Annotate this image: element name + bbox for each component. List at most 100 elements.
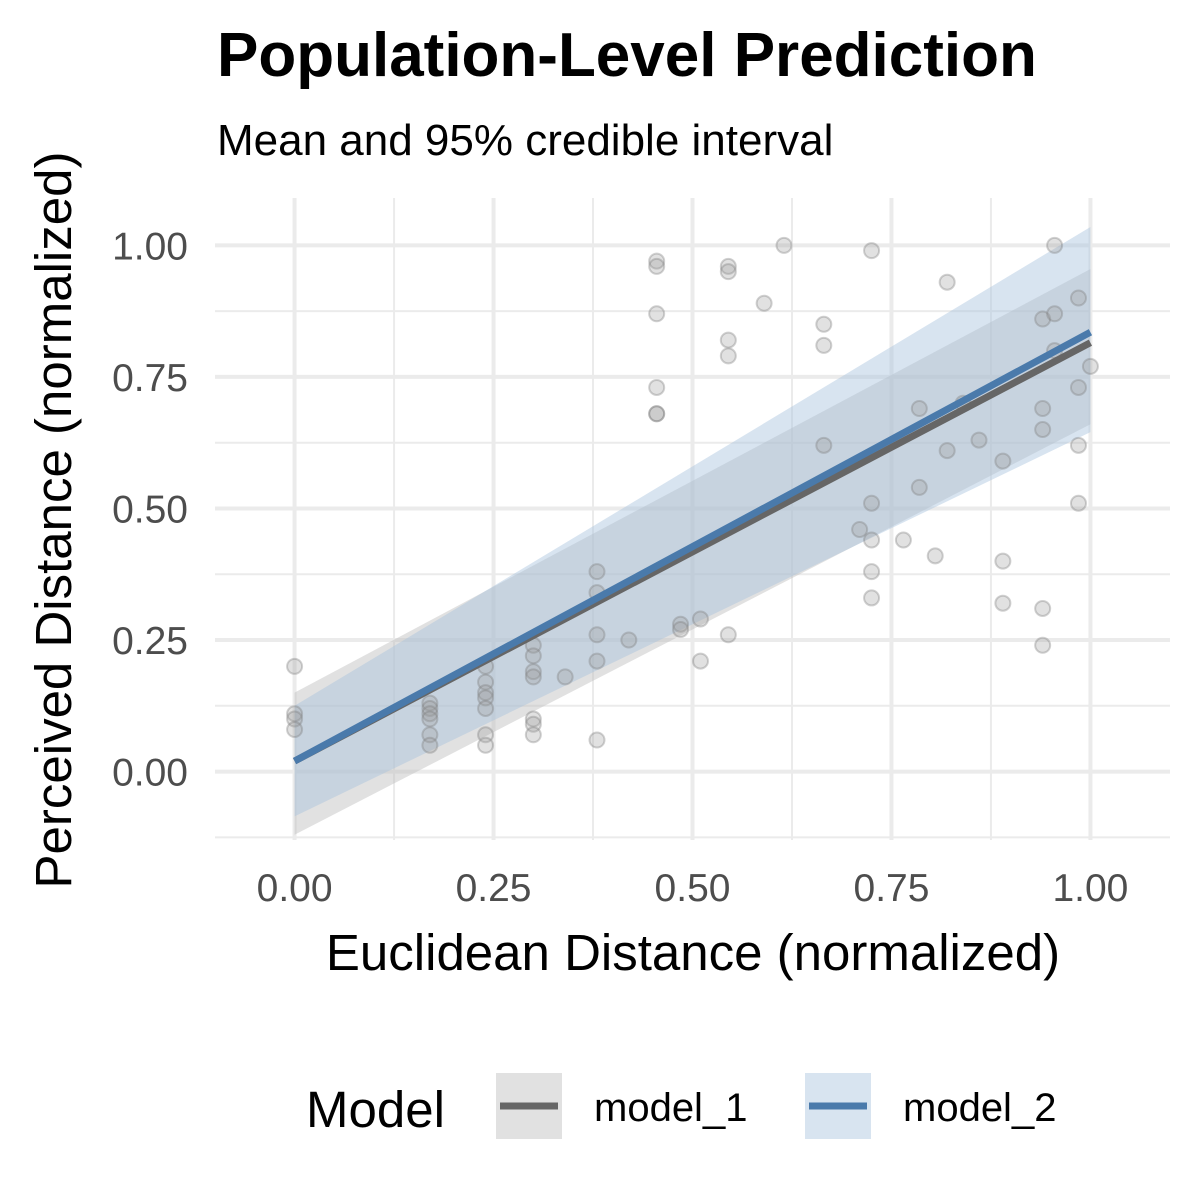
data-point — [672, 615, 690, 633]
data-point — [863, 531, 881, 549]
data-point — [477, 689, 495, 707]
data-point — [524, 715, 542, 733]
data-point — [1069, 436, 1087, 454]
data-point — [815, 436, 833, 454]
data-point — [648, 252, 666, 270]
data-point — [863, 242, 881, 260]
data-point — [286, 657, 304, 675]
data-point — [588, 731, 606, 749]
data-point — [648, 405, 666, 423]
data-point — [994, 594, 1012, 612]
data-point — [775, 236, 793, 254]
legend: Model model_1 model_2 — [306, 1073, 1056, 1139]
ribbon-model_2 — [294, 226, 1091, 817]
data-point — [1034, 599, 1052, 617]
data-point — [938, 273, 956, 291]
x-axis-label: Euclidean Distance (normalized) — [326, 924, 1060, 981]
data-point — [926, 547, 944, 565]
data-point — [755, 294, 773, 312]
data-point — [910, 399, 928, 417]
data-point — [691, 610, 709, 628]
data-point — [1034, 310, 1052, 328]
data-point — [1046, 236, 1064, 254]
mean-line-model_2 — [292, 329, 1093, 765]
x-tick-label: 0.50 — [655, 867, 731, 910]
data-point — [970, 431, 988, 449]
data-point — [1034, 399, 1052, 417]
legend-keys: model_1 model_2 — [496, 1073, 1056, 1139]
data-point — [648, 257, 666, 275]
data-point — [524, 663, 542, 681]
data-point — [421, 694, 439, 712]
data-point — [421, 710, 439, 728]
data-point — [894, 531, 912, 549]
data-point — [421, 705, 439, 723]
x-tick-label: 0.75 — [854, 867, 930, 910]
data-point — [938, 442, 956, 460]
data-point — [421, 699, 439, 717]
data-point — [1069, 289, 1087, 307]
data-point — [477, 699, 495, 717]
data-point — [477, 736, 495, 754]
y-tick-label: 0.75 — [112, 357, 188, 400]
data-point — [1034, 636, 1052, 654]
data-point — [719, 257, 737, 275]
data-point — [863, 494, 881, 512]
data-point — [588, 626, 606, 644]
data-point — [851, 521, 869, 539]
data-point — [477, 684, 495, 702]
y-tick-label: 0.25 — [112, 620, 188, 663]
legend-title: Model — [306, 1081, 445, 1138]
data-point — [815, 336, 833, 354]
data-point — [691, 652, 709, 670]
data-point — [286, 720, 304, 738]
data-point — [1081, 357, 1099, 375]
data-point — [1069, 494, 1087, 512]
data-point — [286, 710, 304, 728]
y-tick-label: 0.00 — [112, 752, 188, 795]
legend-label-model_1: model_1 — [594, 1086, 747, 1130]
data-point — [1046, 305, 1064, 323]
data-point — [556, 668, 574, 686]
x-tick-label: 0.00 — [257, 867, 333, 910]
data-point — [719, 331, 737, 349]
data-point — [1034, 421, 1052, 439]
data-point — [477, 726, 495, 744]
data-point — [719, 263, 737, 281]
data-point — [524, 726, 542, 744]
data-point — [421, 726, 439, 744]
data-point — [648, 405, 666, 423]
data-point — [588, 652, 606, 670]
data-point — [1069, 378, 1087, 396]
data-point — [648, 305, 666, 323]
data-point — [910, 478, 928, 496]
data-point — [994, 452, 1012, 470]
data-point — [421, 736, 439, 754]
data-point — [477, 673, 495, 691]
data-point — [286, 705, 304, 723]
data-point — [588, 563, 606, 581]
y-tick-label: 0.50 — [112, 488, 188, 531]
data-point — [648, 378, 666, 396]
data-point — [863, 589, 881, 607]
data-point — [719, 626, 737, 644]
tick-labels: 0.00 0.25 0.50 0.75 1.00 0.00 0.25 0.50 0.75 1.00 — [112, 225, 1128, 910]
chart-subtitle: Mean and 95% credible interval — [217, 116, 833, 165]
data-point — [524, 710, 542, 728]
observed-points — [286, 236, 1099, 754]
x-tick-label: 0.25 — [456, 867, 532, 910]
data-point — [719, 347, 737, 365]
y-axis-label: Perceived Distance (normalized) — [25, 152, 82, 889]
data-point — [524, 668, 542, 686]
data-point — [524, 647, 542, 665]
legend-label-model_2: model_2 — [903, 1086, 1056, 1130]
data-point — [815, 315, 833, 333]
y-tick-label: 1.00 — [112, 225, 188, 268]
data-point — [994, 552, 1012, 570]
data-point — [863, 563, 881, 581]
data-point — [672, 621, 690, 639]
x-tick-label: 1.00 — [1052, 867, 1128, 910]
chart-title: Population-Level Prediction — [217, 21, 1037, 90]
mean-prediction-lines — [292, 329, 1093, 765]
